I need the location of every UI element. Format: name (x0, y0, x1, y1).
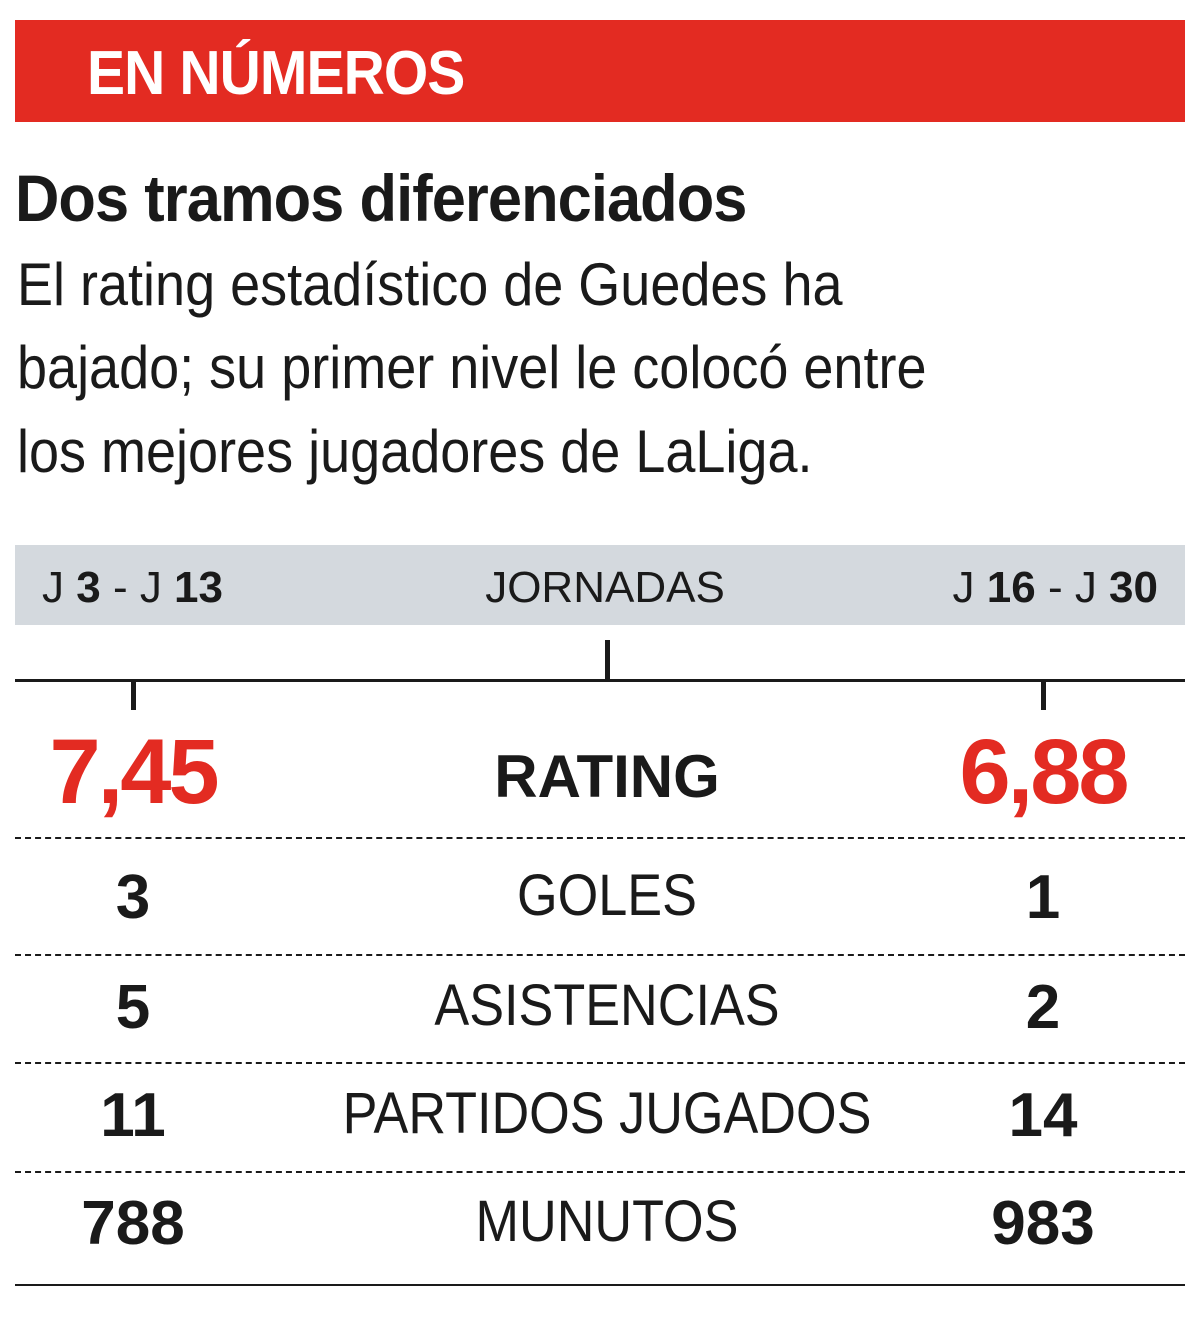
timeline-tick-center (605, 640, 610, 680)
subtitle-line: El rating estadístico de Guedes ha (17, 251, 843, 318)
banner-label: EN NÚMEROS (87, 39, 465, 108)
row-divider (15, 954, 1185, 956)
subtitle-line: los mejores jugadores de LaLiga. (17, 418, 813, 485)
value-right: 14 (1008, 1081, 1078, 1150)
row-label: MUNUTOS (475, 1189, 739, 1254)
timeline-line (15, 679, 1185, 682)
row-label: GOLES (517, 863, 697, 928)
section-banner: EN NÚMEROS (15, 20, 1185, 122)
rating-left: 7,45 (49, 721, 219, 823)
timeline-tick-left (131, 680, 136, 710)
period-header: J 3 - J 13 JORNADAS J 16 - J 30 (15, 545, 1185, 625)
row-divider (15, 1062, 1185, 1064)
value-left: 5 (115, 973, 151, 1042)
value-right: 1 (1025, 863, 1061, 932)
period-left: J 3 - J 13 (42, 563, 223, 612)
value-left: 788 (81, 1189, 185, 1258)
period-center-label: JORNADAS (485, 563, 725, 612)
headline: Dos tramos diferenciados (15, 161, 747, 235)
timeline-tick-right (1041, 680, 1046, 710)
value-right: 2 (1025, 973, 1061, 1042)
value-right: 983 (991, 1189, 1095, 1258)
row-label: ASISTENCIAS (434, 973, 780, 1038)
row-divider (15, 837, 1185, 839)
value-left: 3 (115, 863, 151, 932)
subtitle-line: bajado; su primer nivel le colocó entre (17, 334, 927, 401)
row-divider (15, 1171, 1185, 1173)
bottom-rule (15, 1284, 1185, 1286)
row-label: PARTIDOS JUGADOS (342, 1081, 872, 1146)
rating-right: 6,88 (959, 721, 1129, 823)
period-right: J 16 - J 30 (952, 563, 1158, 612)
row-label: RATING (494, 743, 720, 810)
value-left: 11 (100, 1081, 166, 1150)
